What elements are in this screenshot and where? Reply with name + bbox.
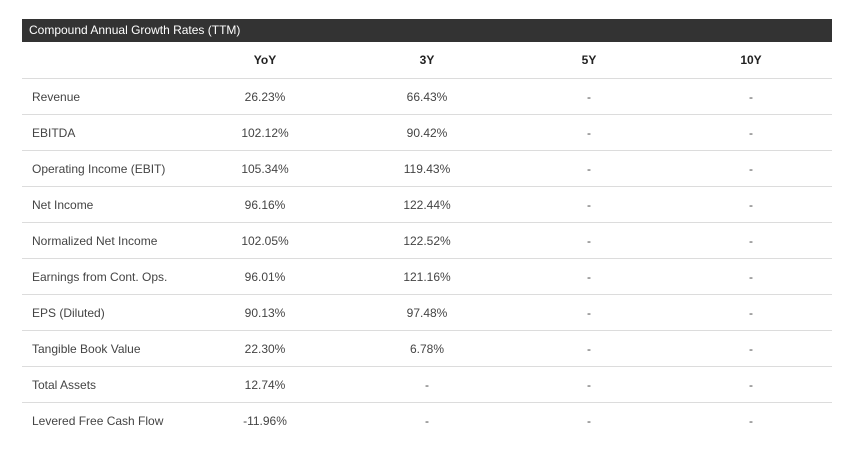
value-10y: - [670, 294, 832, 331]
value-5y: - [508, 222, 670, 259]
value-yoy: 96.16% [184, 186, 346, 223]
value-10y: - [670, 114, 832, 151]
value-yoy: 105.34% [184, 150, 346, 187]
growth-rates-table: YoY 3Y 5Y 10Y Revenue 26.23% 66.43% - - … [22, 42, 832, 438]
value-5y: - [508, 330, 670, 367]
column-header-3y: 3Y [346, 42, 508, 79]
value-3y: 90.42% [346, 114, 508, 151]
value-10y: - [749, 413, 753, 428]
value-3y: 122.52% [346, 222, 508, 259]
value-10y: - [670, 330, 832, 367]
table-row: Net Income 96.16% 122.44% - - [22, 186, 832, 223]
value-yoy: -11.96% [243, 413, 287, 428]
value-3y: 119.43% [346, 150, 508, 187]
row-label: EBITDA [22, 114, 184, 151]
value-10y: - [670, 78, 832, 115]
table-row: Tangible Book Value 22.30% 6.78% - - [22, 330, 832, 367]
column-header-5y: 5Y [508, 42, 670, 79]
value-3y: 6.78% [346, 330, 508, 367]
value-10y: - [670, 222, 832, 259]
table-row: EPS (Diluted) 90.13% 97.48% - - [22, 294, 832, 331]
table-row: Total Assets 12.74% - - - [22, 366, 832, 403]
value-yoy: 12.74% [184, 366, 346, 403]
growth-rates-panel: Compound Annual Growth Rates (TTM) YoY 3… [22, 19, 832, 438]
row-label: Net Income [22, 186, 184, 223]
value-5y: - [508, 150, 670, 187]
value-yoy: 96.01% [184, 258, 346, 295]
row-label: Normalized Net Income [22, 222, 184, 259]
value-10y: - [670, 258, 832, 295]
table-row: Levered Free Cash Flow -11.96% - - - [22, 403, 832, 439]
row-label: Levered Free Cash Flow [32, 413, 164, 428]
value-10y: - [670, 366, 832, 403]
row-label: Revenue [22, 78, 184, 115]
value-5y: - [508, 78, 670, 115]
value-yoy: 102.05% [184, 222, 346, 259]
value-yoy: 26.23% [184, 78, 346, 115]
table-row: Earnings from Cont. Ops. 96.01% 121.16% … [22, 258, 832, 295]
table-row: Revenue 26.23% 66.43% - - [22, 78, 832, 115]
value-5y: - [587, 413, 591, 428]
value-yoy: 90.13% [184, 294, 346, 331]
value-5y: - [508, 186, 670, 223]
value-3y: - [425, 413, 429, 428]
row-label: EPS (Diluted) [22, 294, 184, 331]
column-header-10y: 10Y [670, 42, 832, 79]
header-label-cell [22, 42, 184, 79]
value-5y: - [508, 114, 670, 151]
value-10y: - [670, 186, 832, 223]
value-3y: - [346, 366, 508, 403]
panel-title: Compound Annual Growth Rates (TTM) [22, 19, 832, 42]
value-3y: 97.48% [346, 294, 508, 331]
value-10y: - [670, 150, 832, 187]
value-5y: - [508, 294, 670, 331]
row-label: Tangible Book Value [22, 330, 184, 367]
row-label: Operating Income (EBIT) [22, 150, 184, 187]
table-row: Normalized Net Income 102.05% 122.52% - … [22, 222, 832, 259]
table-row: Operating Income (EBIT) 105.34% 119.43% … [22, 150, 832, 187]
value-yoy: 102.12% [184, 114, 346, 151]
value-3y: 66.43% [346, 78, 508, 115]
table-row: EBITDA 102.12% 90.42% - - [22, 114, 832, 151]
value-5y: - [508, 366, 670, 403]
value-yoy: 22.30% [184, 330, 346, 367]
column-header-yoy: YoY [184, 42, 346, 79]
table-header-row: YoY 3Y 5Y 10Y [22, 42, 832, 79]
row-label: Total Assets [22, 366, 184, 403]
value-3y: 122.44% [346, 186, 508, 223]
value-5y: - [508, 258, 670, 295]
row-label: Earnings from Cont. Ops. [22, 258, 184, 295]
value-3y: 121.16% [346, 258, 508, 295]
